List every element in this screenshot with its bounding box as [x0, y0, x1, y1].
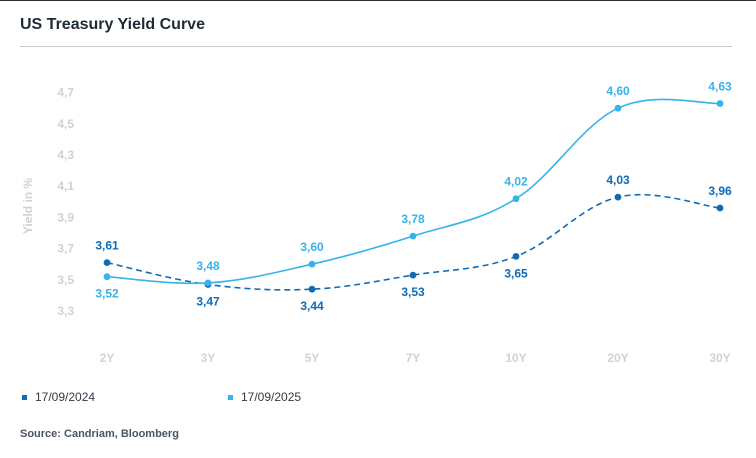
top-border [0, 0, 756, 1]
y-tick-label: 4,1 [57, 179, 74, 193]
data-point [614, 104, 622, 112]
legend-label-2024: 17/09/2024 [35, 390, 96, 404]
y-tick-label: 4,5 [57, 117, 74, 131]
x-tick-label: 10Y [505, 351, 526, 365]
yield-curve-chart: 3,3 3,5 3,7 3,9 4,1 4,3 4,5 4,7 Yield in % 2Y 3Y 5Y… [21, 80, 732, 366]
y-axis-label: Yield in % [21, 178, 35, 235]
data-point [512, 195, 520, 203]
legend-label-2025: 17/09/2025 [241, 390, 302, 404]
data-point [204, 279, 212, 287]
y-tick-label: 3,3 [57, 304, 74, 318]
data-label: 4,60 [606, 84, 630, 98]
data-label: 3,61 [95, 239, 119, 253]
y-tick-label: 3,5 [57, 273, 74, 287]
data-label: 3,47 [196, 295, 220, 309]
data-point [716, 100, 724, 107]
data-label: 3,65 [504, 266, 528, 280]
data-point [103, 273, 111, 281]
title-divider [20, 46, 732, 47]
data-label: 3,52 [95, 287, 119, 301]
x-tick-label: 20Y [607, 351, 628, 365]
data-label: 4,03 [606, 173, 630, 187]
data-label: 3,96 [708, 184, 732, 198]
data-point [614, 193, 622, 201]
data-label: 4,63 [708, 80, 732, 94]
source-note: Source: Candriam, Bloomberg [20, 428, 179, 440]
y-tick-label: 3,9 [57, 210, 74, 224]
legend-marker-2024 [22, 394, 27, 400]
data-label: 3,44 [300, 299, 324, 313]
data-label: 3,53 [401, 285, 425, 299]
data-point [409, 271, 417, 279]
x-tick-label: 2Y [100, 351, 115, 365]
data-label: 3,78 [401, 212, 425, 226]
chart-title: US Treasury Yield Curve [20, 16, 205, 33]
y-tick-label: 4,3 [57, 148, 74, 162]
data-point [308, 285, 316, 293]
x-tick-label: 30Y [709, 351, 730, 365]
legend-item-2025: 17/09/2025 [228, 390, 301, 404]
y-tick-label: 4,7 [57, 86, 74, 100]
x-tick-label: 5Y [305, 351, 320, 365]
data-point [103, 259, 111, 266]
data-point [716, 204, 724, 212]
legend-item-2024: 17/09/2024 [22, 390, 95, 404]
legend-marker-2025 [228, 394, 233, 400]
data-label: 4,02 [504, 175, 528, 189]
y-tick-label: 3,7 [57, 242, 74, 256]
x-tick-label: 7Y [406, 351, 421, 365]
data-label: 3,48 [196, 259, 220, 273]
series-line-2025 [106, 98, 721, 285]
data-point [512, 253, 520, 260]
data-point [308, 260, 316, 268]
data-point [409, 232, 417, 240]
data-label: 3,60 [300, 240, 324, 254]
x-tick-label: 3Y [201, 351, 216, 365]
